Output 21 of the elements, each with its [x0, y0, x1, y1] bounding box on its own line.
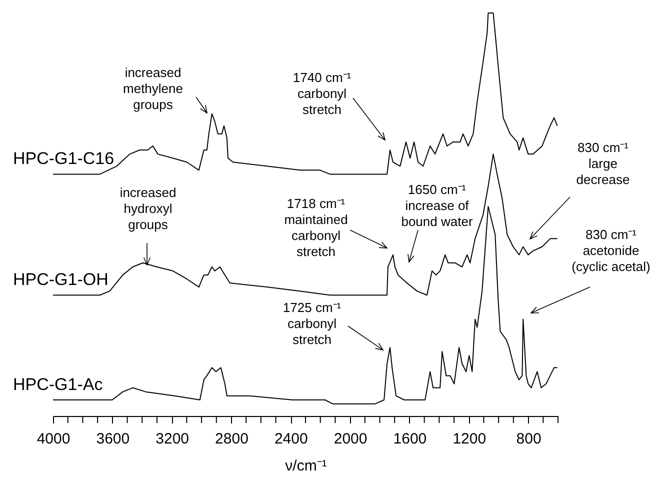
x-tick-label: 3200: [156, 430, 190, 448]
annotation: 1650 cm⁻¹ increase of bound water: [401, 182, 474, 229]
x-tick-label: 1200: [452, 430, 486, 448]
x-tick-label: 2000: [334, 430, 368, 448]
x-tick-label: 800: [516, 430, 542, 448]
x-tick-label: 3600: [96, 430, 130, 448]
x-tick-label: 1600: [393, 430, 427, 448]
x-tick-label: 4000: [36, 430, 70, 448]
series-label: HPC-G1-C16: [13, 149, 114, 168]
text: 830 cm⁻¹ acetonide (cyclic acetal): [572, 227, 650, 274]
annotation: increased methylene groups: [123, 65, 183, 112]
x-axis-title: ν/cm⁻¹: [285, 458, 327, 474]
x-tick-label: 2400: [274, 430, 308, 448]
x-tick-label: 2800: [215, 430, 248, 448]
annotation: 1725 cm⁻¹ carbonyl stretch: [282, 300, 342, 347]
series-label: HPC-G1-OH: [13, 270, 108, 290]
text: 830 cm⁻¹ large decrease: [576, 140, 630, 187]
series-label: HPC-G1-Ac: [13, 374, 104, 394]
annotation: 1740 cm⁻¹ carbonyl stretch: [292, 70, 352, 117]
annotation: increased hydroxyl groups: [120, 185, 176, 232]
annotation: 1718 cm⁻¹ maintained carbonyl stretch: [284, 196, 348, 259]
